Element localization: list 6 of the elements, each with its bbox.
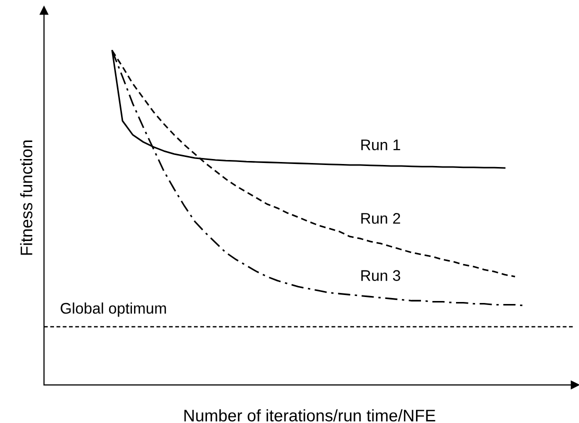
ref-line-label: Global optimum xyxy=(60,302,166,317)
y-axis-title: Fitness function xyxy=(20,140,32,255)
series-label: Run 1 xyxy=(361,140,400,150)
series-label: Run 2 xyxy=(361,212,400,224)
series-label: Run 3 xyxy=(361,270,400,281)
x-axis-title: Number of iterations/run time/NFE xyxy=(184,409,436,422)
